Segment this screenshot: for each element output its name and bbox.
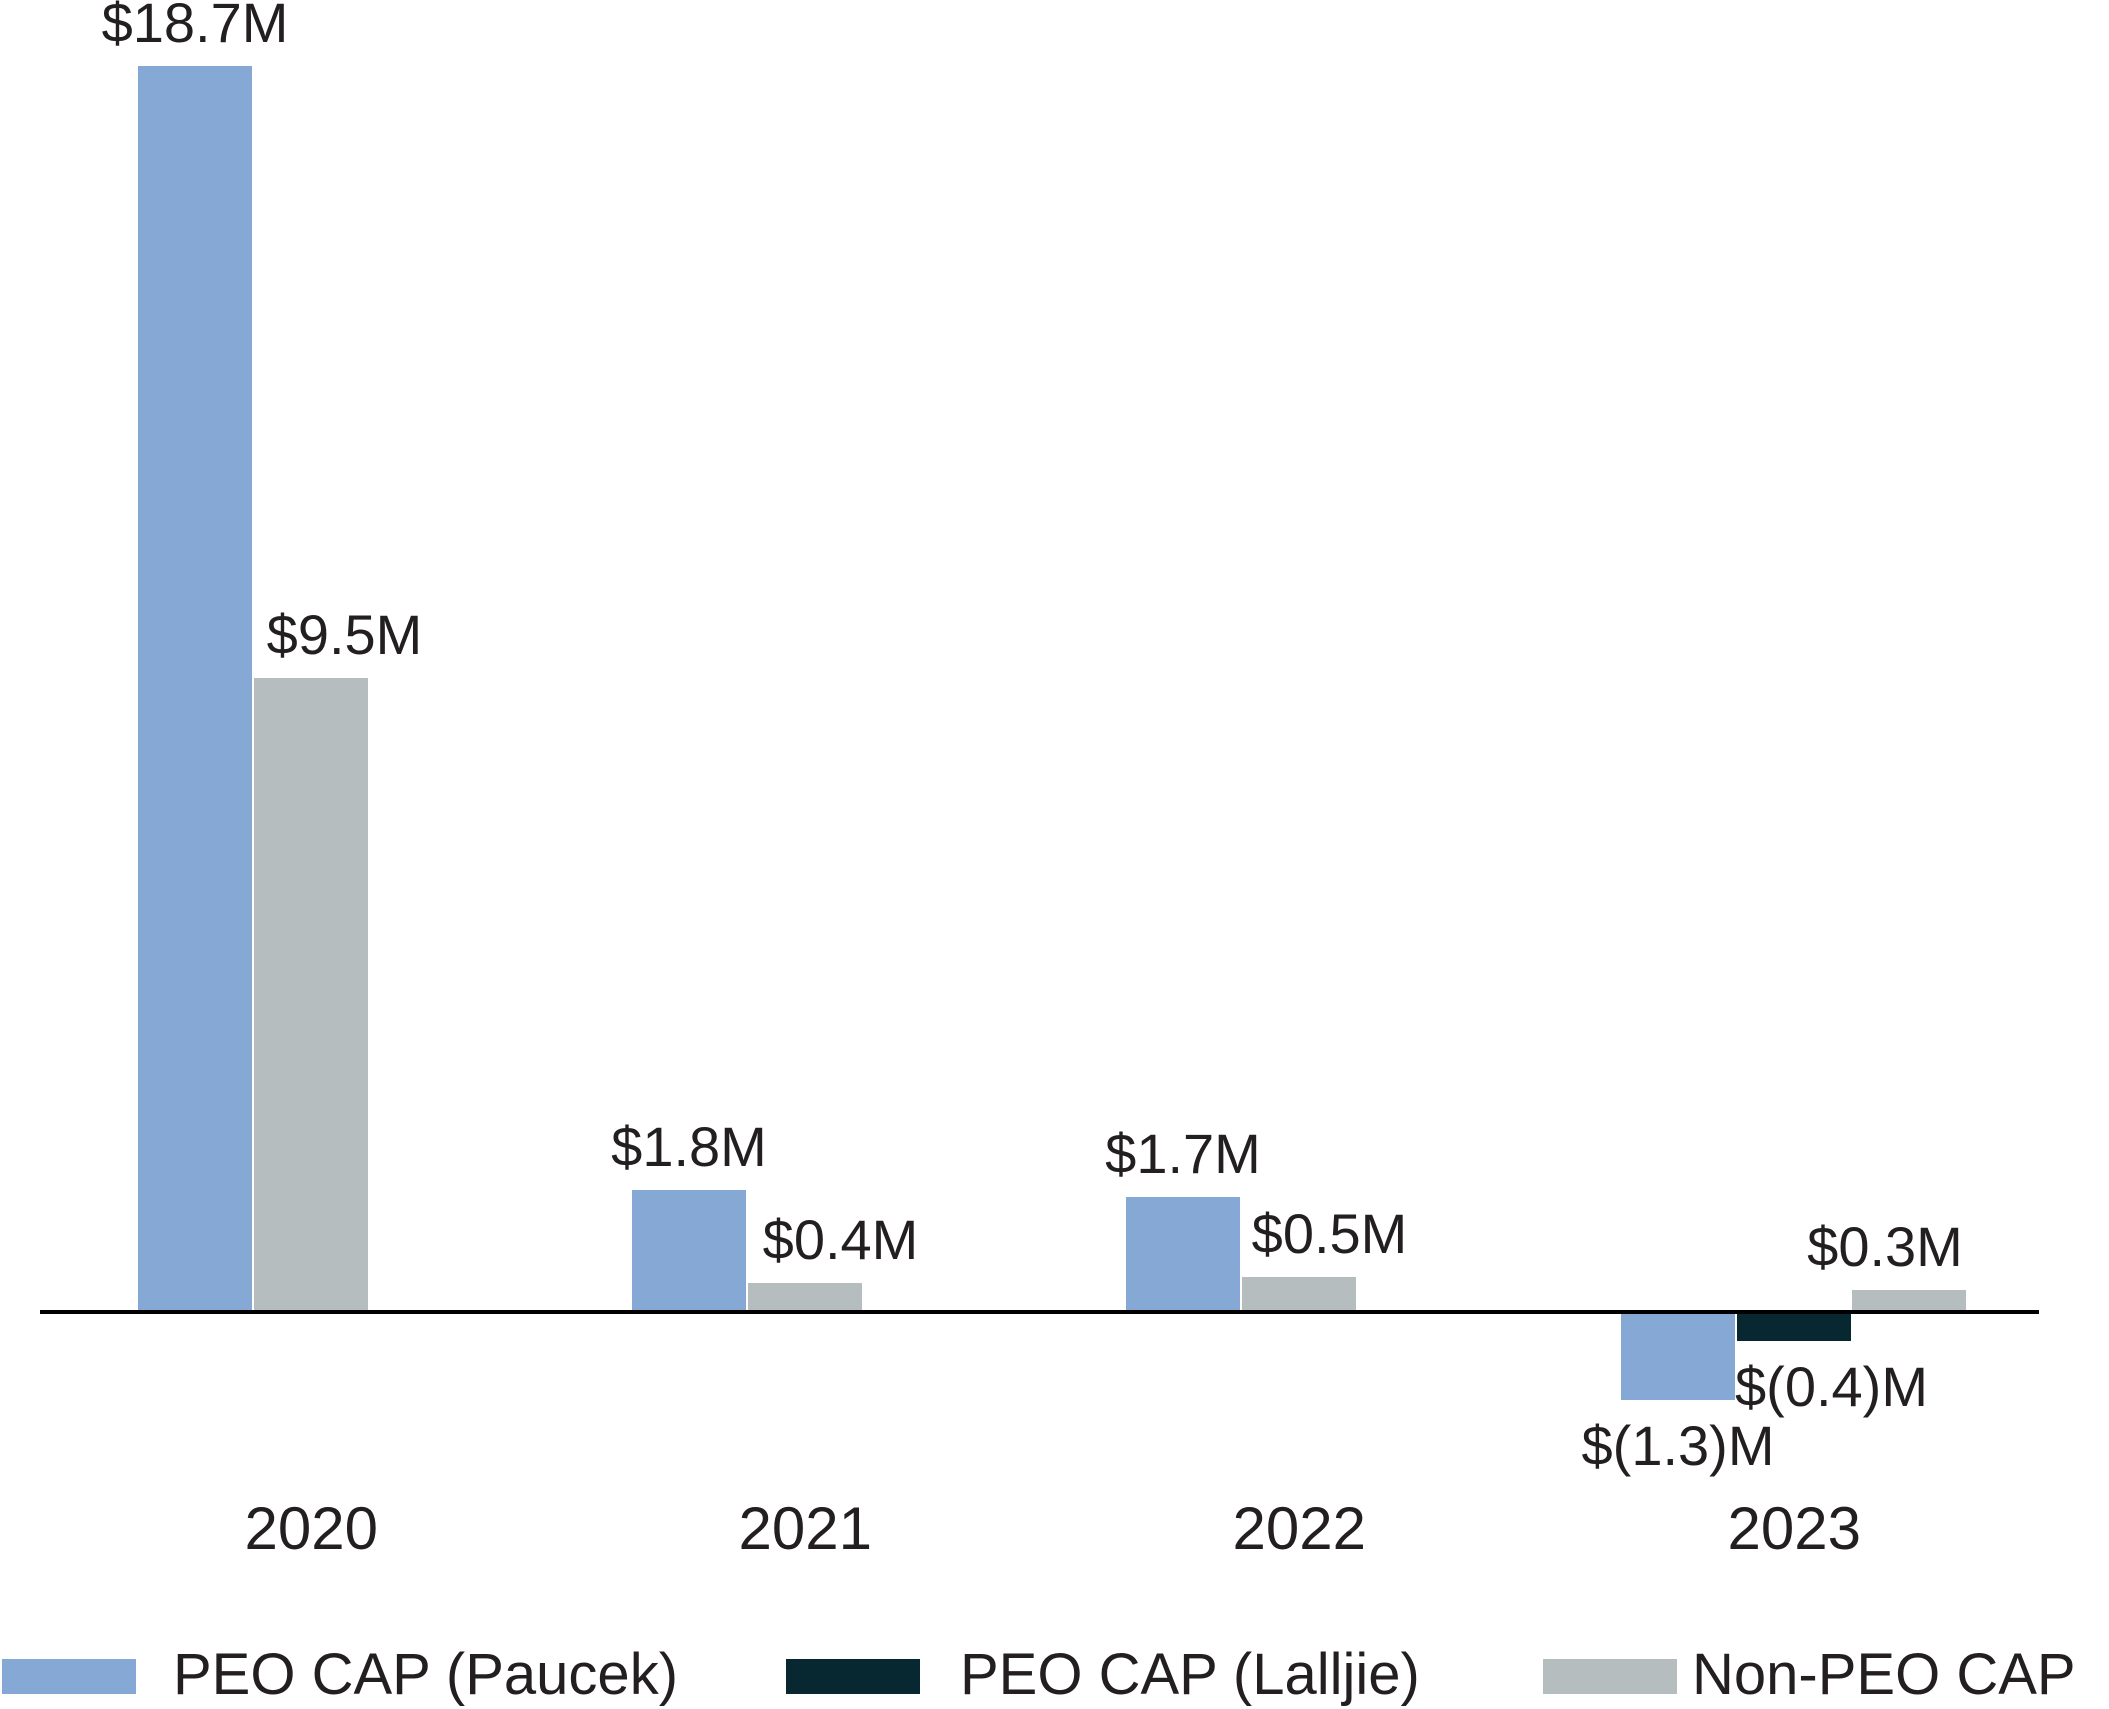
- legend-swatch-peo-cap-lalljie: [786, 1659, 920, 1694]
- bar-non-peo-cap-2022: [1241, 1276, 1356, 1310]
- bar-peo-cap-paucek-2022: [1126, 1196, 1240, 1310]
- value-label-peo-cap-paucek-2020: $18.7M: [101, 0, 289, 55]
- bar-non-peo-cap-2020: [253, 678, 368, 1310]
- x-axis-label-2020: 2020: [244, 1495, 378, 1562]
- legend-label-peo-cap-paucek: PEO CAP (Paucek): [173, 1642, 679, 1707]
- value-label-peo-cap-paucek-2021: $1.8M: [611, 1115, 767, 1179]
- bar-non-peo-cap-2021: [747, 1283, 862, 1310]
- value-label-peo-cap-paucek-2022: $1.7M: [1105, 1121, 1261, 1185]
- x-axis-line: [40, 1310, 2039, 1314]
- x-axis-label-2021: 2021: [738, 1495, 872, 1562]
- bar-peo-cap-paucek-2020: [138, 66, 252, 1310]
- value-label-non-peo-cap-2022: $0.5M: [1251, 1201, 1408, 1265]
- x-axis-label-2023: 2023: [1727, 1495, 1861, 1562]
- bar-peo-cap-lalljie-2023: [1736, 1314, 1851, 1341]
- x-axis-label-2022: 2022: [1232, 1495, 1366, 1562]
- value-label-non-peo-cap-2023: $0.3M: [1807, 1215, 1963, 1279]
- bar-non-peo-cap-2023: [1852, 1290, 1966, 1310]
- bar-peo-cap-paucek-2021: [632, 1190, 746, 1310]
- bar-peo-cap-paucek-2023: [1621, 1314, 1735, 1401]
- legend-label-non-peo-cap: Non-PEO CAP: [1692, 1642, 2076, 1707]
- value-label-peo-cap-lalljie-2023: $(0.4)M: [1735, 1354, 1928, 1418]
- value-label-non-peo-cap-2020: $9.5M: [266, 603, 423, 667]
- legend-swatch-non-peo-cap: [1543, 1659, 1677, 1694]
- value-label-non-peo-cap-2021: $0.4M: [762, 1208, 919, 1272]
- value-label-peo-cap-paucek-2023: $(1.3)M: [1581, 1414, 1775, 1478]
- legend-label-peo-cap-lalljie: PEO CAP (Lalljie): [960, 1642, 1420, 1707]
- legend-swatch-peo-cap-paucek: [2, 1659, 136, 1694]
